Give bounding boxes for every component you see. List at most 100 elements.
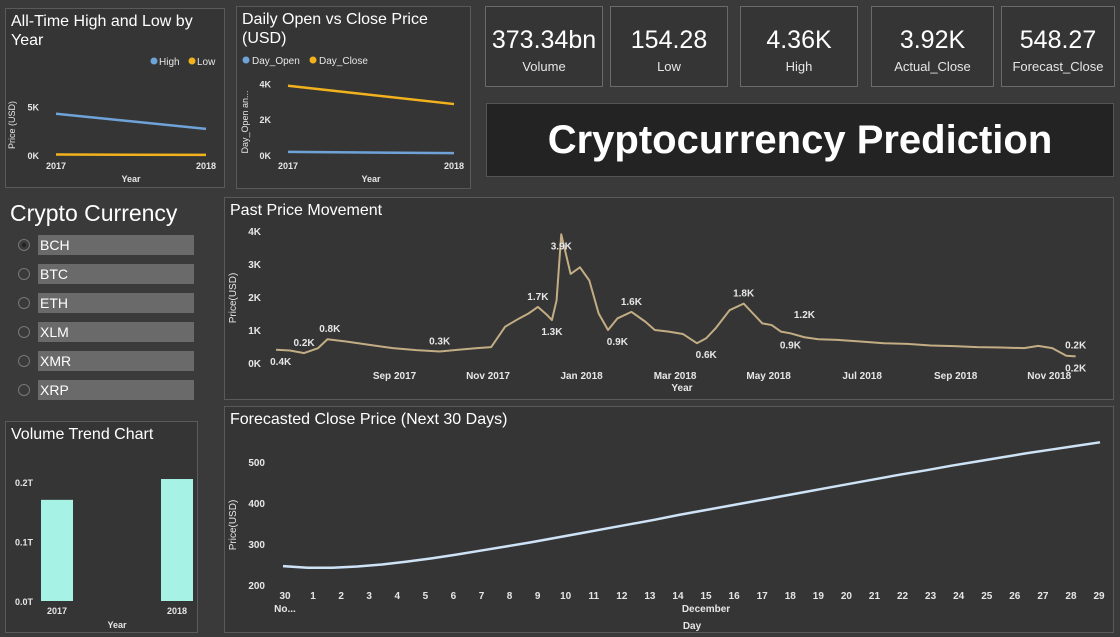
y-tick-label: 1K [248,326,262,337]
radio-icon[interactable] [18,355,30,367]
x-tick-label: 30 [279,591,291,602]
open-close-chart-title: Daily Open vs Close Price (USD) [242,11,428,47]
slicer-item-label[interactable]: BCH [38,235,194,255]
x-tick-label: 19 [813,591,825,602]
radio-selected-icon[interactable] [18,239,30,251]
series-line-day_open [287,150,455,155]
x-tick-label: 18 [785,591,797,602]
radio-icon[interactable] [18,326,30,338]
y-tick-label: 2K [259,115,271,125]
high-low-chart-title: All-Time High and Low by Year [11,13,193,49]
x-tick-label: 15 [700,591,712,602]
y-tick-label: 0.0T [15,597,34,607]
slicer-item-xlm[interactable]: XLM [16,322,196,342]
x-axis-label: Year [107,620,127,630]
forecast-chart-panel: Forecasted Close Price (Next 30 Days) Pr… [224,406,1114,633]
volume-bar [41,499,73,601]
legend-label: Day_Open [252,56,300,67]
past-price-chart-title: Past Price Movement [230,202,383,219]
x-axis-label: Day [683,621,702,632]
y-tick-label: 0K [248,359,262,370]
y-tick-label: 200 [248,581,265,592]
data-label: 0.2K [1065,363,1087,374]
x-axis-label: Year [671,383,692,394]
slicer-item-btc[interactable]: BTC [16,264,196,284]
kpi-volume-value: 373.34bn [491,26,597,54]
kpi-low-label: Low [657,59,681,74]
x-tick-label: 25 [981,591,993,602]
slicer-item-bch[interactable]: BCH [16,235,196,255]
x-tick-label: 2017 [47,606,67,616]
radio-icon[interactable] [18,297,30,309]
x-tick-label: 28 [1065,591,1077,602]
x-tick-label: 3 [366,591,372,602]
x-tick-label: 7 [479,591,485,602]
x-tick-label: 13 [644,591,656,602]
x-tick-label: May 2018 [746,371,791,382]
legend-label: Low [197,57,216,68]
legend-marker [188,57,196,65]
slicer-item-label[interactable]: XMR [38,351,194,371]
x-tick-label: 23 [925,591,937,602]
kpi-forecast-close-label: Forecast_Close [1012,59,1104,74]
kpi-low-value: 154.28 [630,26,708,54]
kpi-actual-close-label: Actual_Close [894,59,971,74]
data-label: 1.6K [621,297,643,308]
radio-icon[interactable] [18,268,30,280]
x-tick-label: 26 [1009,591,1021,602]
volume-chart-title: Volume Trend Chart [11,426,154,443]
x-tick-label: 2018 [167,606,187,616]
slicer-item-xrp[interactable]: XRP [16,380,196,400]
slicer-item-label[interactable]: XLM [38,322,194,342]
data-label: 1.8K [733,289,755,300]
price-line [275,233,1076,358]
slicer-item-label[interactable]: ETH [38,293,194,313]
x-axis-label: Year [361,174,381,184]
x-tick-label: Sep 2017 [373,371,417,382]
kpi-volume-label: Volume [522,59,566,74]
slicer-item-xmr[interactable]: XMR [16,351,196,371]
data-label: 0.8K [319,324,341,335]
volume-chart: 0.0T 0.1T 0.2T 2017 2018 Year [15,478,193,630]
y-tick-label: 5K [27,103,39,113]
y-tick-label: 0K [259,151,271,161]
x-tick-label: 2017 [278,161,298,171]
y-tick-label: 400 [248,499,265,510]
x-tick-label: 20 [841,591,853,602]
x-tick-label: 2018 [444,161,464,171]
volume-bar [161,479,193,601]
data-label: 0.6K [696,350,718,361]
x-tick-label: 22 [897,591,909,602]
x-tick-label: 12 [616,591,628,602]
slicer-item-eth[interactable]: ETH [16,293,196,313]
data-label: 1.7K [527,292,549,303]
y-tick-label: 500 [248,458,265,469]
x-tick-label: 10 [560,591,572,602]
crypto-slicer-title: Crypto Currency [10,200,178,226]
x-tick-label: 24 [953,591,965,602]
kpi-high-label: High [785,59,813,74]
kpi-forecast-close: 548.27 Forecast_Close [1001,6,1115,87]
y-tick-label: 0.2T [15,478,34,488]
slicer-item-label[interactable]: BTC [38,264,194,284]
legend-marker [309,56,317,64]
data-label: 1.3K [541,327,563,338]
kpi-forecast-close-value: 548.27 [1019,26,1097,54]
x-tick-label: 27 [1037,591,1049,602]
y-axis-label: Price(USD) [228,273,239,324]
forecast-line [282,441,1101,570]
y-tick-label: 3K [248,260,262,271]
y-axis-label: Price(USD) [228,500,239,551]
data-label: 0.2K [293,338,315,349]
series-line-day_close [287,84,455,106]
x-tick-label: 14 [672,591,684,602]
slicer-item-label[interactable]: XRP [38,380,194,400]
x-tick-label: 2 [338,591,344,602]
forecast-chart-title: Forecasted Close Price (Next 30 Days) [230,411,508,428]
past-price-chart: Price(USD) 0K 1K 2K 3K 4K Sep 2017 Nov 2017 Jan … [228,227,1087,394]
x-tick-label: 8 [507,591,513,602]
x-tick-label: 6 [451,591,457,602]
data-label: 0.4K [270,357,292,368]
data-label: 3.9K [551,241,573,252]
radio-icon[interactable] [18,384,30,396]
